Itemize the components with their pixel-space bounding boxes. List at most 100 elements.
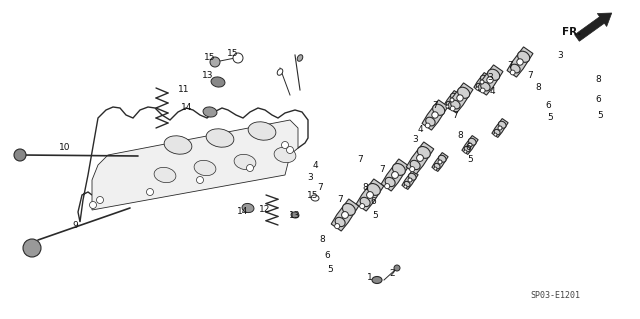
Text: 6: 6 — [545, 100, 551, 109]
Text: 15: 15 — [227, 49, 239, 58]
Text: 7: 7 — [317, 183, 323, 192]
Circle shape — [360, 204, 365, 209]
Circle shape — [23, 239, 41, 257]
Ellipse shape — [335, 217, 345, 226]
Ellipse shape — [410, 160, 420, 170]
Circle shape — [498, 126, 502, 130]
Ellipse shape — [274, 147, 296, 163]
Polygon shape — [462, 136, 478, 154]
Circle shape — [480, 80, 484, 84]
Polygon shape — [444, 91, 460, 109]
Polygon shape — [492, 119, 508, 137]
Ellipse shape — [404, 182, 410, 187]
Text: 6: 6 — [324, 250, 330, 259]
Text: 15: 15 — [307, 191, 319, 201]
Text: 13: 13 — [202, 71, 214, 80]
Ellipse shape — [434, 163, 440, 169]
Ellipse shape — [438, 155, 446, 162]
Text: 8: 8 — [319, 235, 325, 244]
Text: 5: 5 — [467, 155, 473, 165]
Polygon shape — [406, 142, 434, 174]
Polygon shape — [422, 100, 448, 130]
Ellipse shape — [408, 173, 416, 180]
Ellipse shape — [499, 121, 506, 128]
Ellipse shape — [481, 75, 488, 82]
Text: 8: 8 — [595, 76, 601, 85]
Text: 8: 8 — [457, 130, 463, 139]
Text: 9: 9 — [72, 221, 78, 231]
Circle shape — [476, 87, 479, 90]
Text: 3: 3 — [557, 50, 563, 60]
Ellipse shape — [154, 167, 176, 183]
Text: 6: 6 — [595, 95, 601, 105]
Ellipse shape — [277, 69, 283, 75]
Circle shape — [392, 172, 398, 178]
Ellipse shape — [426, 117, 435, 126]
Circle shape — [90, 202, 97, 209]
Polygon shape — [477, 65, 503, 95]
Circle shape — [97, 197, 104, 204]
Circle shape — [494, 133, 497, 136]
Ellipse shape — [476, 83, 482, 89]
Ellipse shape — [372, 277, 382, 284]
Ellipse shape — [494, 130, 500, 135]
Ellipse shape — [367, 183, 380, 195]
Polygon shape — [332, 199, 359, 231]
Circle shape — [385, 184, 390, 189]
Circle shape — [417, 155, 424, 161]
Circle shape — [480, 88, 485, 93]
Circle shape — [14, 149, 26, 161]
Circle shape — [468, 143, 472, 147]
Circle shape — [335, 224, 340, 229]
Text: 8: 8 — [362, 183, 368, 192]
Text: 4: 4 — [489, 87, 495, 97]
Text: 2: 2 — [389, 270, 395, 278]
Circle shape — [342, 211, 348, 219]
Ellipse shape — [291, 212, 299, 218]
Ellipse shape — [211, 77, 225, 87]
Text: 7: 7 — [337, 196, 343, 204]
Ellipse shape — [311, 195, 319, 201]
Text: 6: 6 — [370, 197, 376, 206]
Ellipse shape — [464, 146, 470, 152]
Circle shape — [510, 70, 515, 75]
Ellipse shape — [194, 160, 216, 176]
Text: 5: 5 — [327, 265, 333, 275]
Polygon shape — [78, 107, 308, 222]
Circle shape — [233, 53, 243, 63]
Circle shape — [246, 165, 253, 172]
Ellipse shape — [385, 177, 395, 187]
Circle shape — [425, 123, 430, 128]
Polygon shape — [402, 171, 418, 189]
Ellipse shape — [392, 164, 405, 175]
Ellipse shape — [518, 51, 530, 62]
Text: 5: 5 — [547, 114, 553, 122]
Text: 7: 7 — [507, 61, 513, 70]
Text: 5: 5 — [597, 110, 603, 120]
Text: 7: 7 — [357, 155, 363, 165]
Text: 5: 5 — [372, 211, 378, 219]
Text: 3: 3 — [412, 136, 418, 145]
Ellipse shape — [417, 146, 430, 158]
Circle shape — [450, 98, 454, 102]
Circle shape — [408, 178, 412, 182]
Text: 11: 11 — [179, 85, 189, 94]
Text: 7: 7 — [452, 110, 458, 120]
Text: 14: 14 — [181, 103, 193, 113]
Text: 7: 7 — [379, 166, 385, 174]
Ellipse shape — [206, 129, 234, 147]
Circle shape — [517, 59, 524, 65]
Ellipse shape — [297, 55, 303, 61]
Circle shape — [434, 167, 437, 170]
Text: 6: 6 — [465, 144, 471, 152]
Circle shape — [404, 185, 407, 188]
Circle shape — [438, 160, 442, 164]
Circle shape — [410, 167, 415, 172]
Circle shape — [487, 77, 493, 83]
Circle shape — [446, 105, 449, 108]
Polygon shape — [356, 179, 384, 211]
Polygon shape — [447, 83, 473, 113]
Text: 12: 12 — [259, 205, 271, 214]
Circle shape — [464, 150, 467, 153]
Text: 7: 7 — [432, 100, 438, 109]
